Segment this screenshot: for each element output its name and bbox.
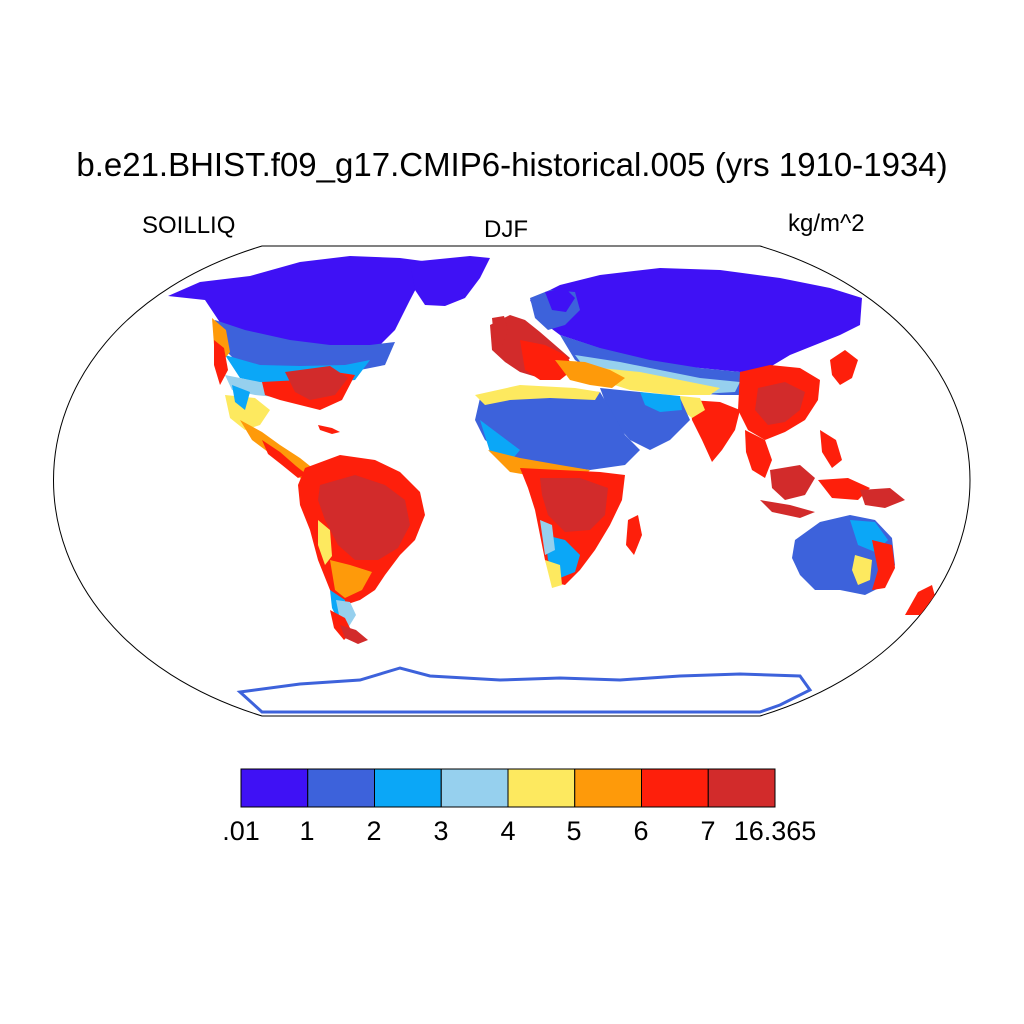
colorbar-label: 1 — [299, 816, 315, 846]
australia-landmass — [792, 515, 936, 615]
colorbar-label: 16.365 — [733, 816, 817, 846]
africa-landmass — [475, 385, 642, 588]
colorbar-swatch — [440, 768, 509, 808]
colorbar-swatch — [641, 768, 709, 808]
colorbar-label: 5 — [566, 816, 582, 846]
units-label: kg/m^2 — [788, 210, 865, 237]
maritime-asia-landmass — [760, 430, 905, 518]
colorbar-swatch — [240, 768, 309, 808]
colorbar-label: 7 — [700, 816, 716, 846]
colorbar-swatch — [507, 768, 576, 808]
variable-label: SOILLIQ — [142, 212, 236, 239]
colorbar-label: 4 — [500, 816, 516, 846]
colorbar-swatch — [374, 768, 442, 808]
colorbar-label: 6 — [633, 816, 649, 846]
colorbar-label: 2 — [366, 816, 382, 846]
colorbar-label: .01 — [222, 816, 260, 846]
south-america-landmass — [298, 455, 425, 644]
colorbar-swatch — [307, 768, 375, 808]
eurasia-landmass — [490, 268, 862, 478]
colorbar-label: 3 — [433, 816, 449, 846]
colorbar — [240, 768, 776, 808]
north-america-landmass — [168, 256, 490, 486]
colorbar-swatch — [574, 768, 642, 808]
season-label: DJF — [484, 216, 528, 243]
colorbar-swatch — [707, 768, 776, 808]
antarctica-landmass — [236, 666, 813, 714]
plot-title: b.e21.BHIST.f09_g17.CMIP6-historical.005… — [76, 146, 948, 183]
